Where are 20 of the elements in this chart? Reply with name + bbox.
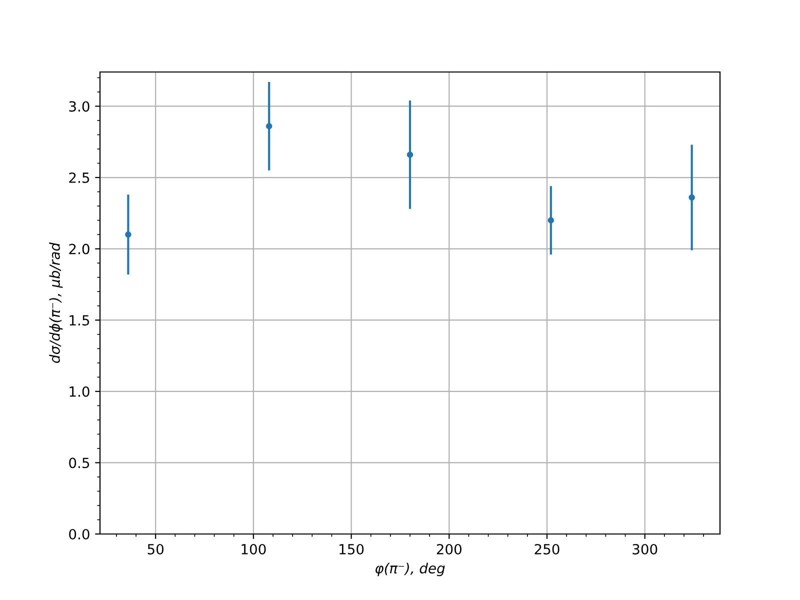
y-tick-label: 1.0 <box>70 386 90 397</box>
x-tick-label: 300 <box>632 544 658 554</box>
point <box>548 217 554 224</box>
y-axis-title: dσ/dϕ(π⁻), μb/rad <box>49 242 63 363</box>
y-tick-label: 0.0 <box>69 528 90 540</box>
y-tick-label: 3.0 <box>69 101 90 112</box>
x-tick-label: 200 <box>436 544 462 554</box>
y-tick-label: 2.5 <box>69 172 90 183</box>
x-tick-label: 150 <box>340 544 364 554</box>
point <box>406 152 414 158</box>
y-tick-label: 1.5 <box>70 315 90 326</box>
x-axis-title: φ(π⁻), deg <box>376 562 445 576</box>
x-tick-label: 100 <box>242 544 266 554</box>
y-tick-label: 2.0 <box>69 244 90 254</box>
x-tick-label: 50 <box>148 544 164 554</box>
point <box>688 194 695 201</box>
point <box>266 123 272 130</box>
y-tick-label: 0.5 <box>69 458 90 468</box>
x-tick-label: 250 <box>534 544 560 554</box>
point <box>125 231 132 238</box>
